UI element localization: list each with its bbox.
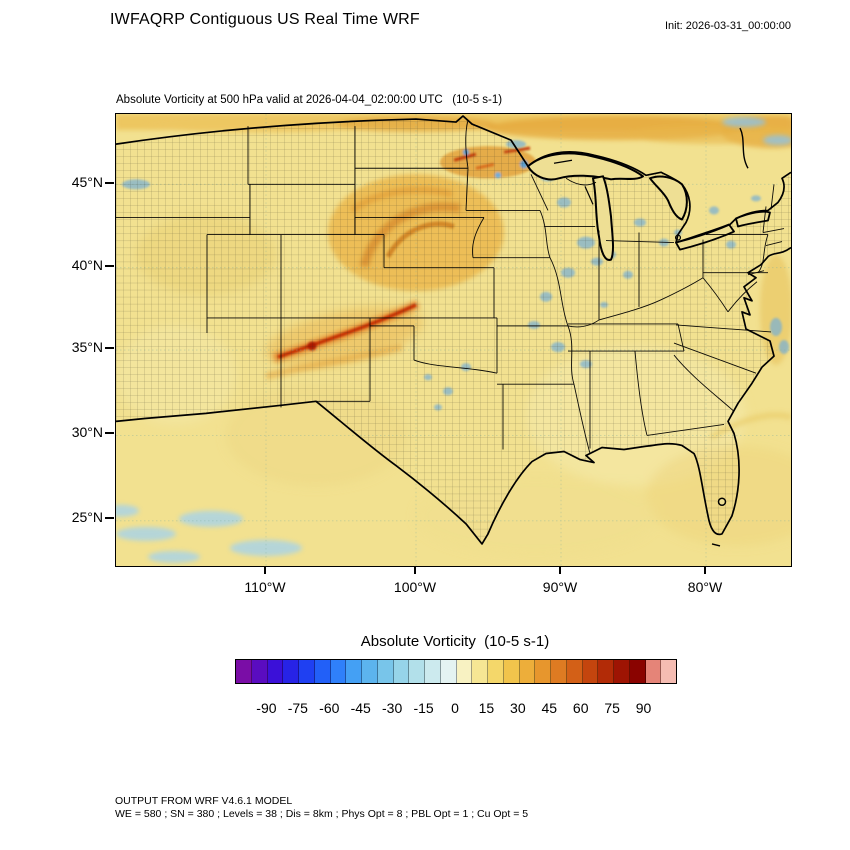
colorbar-tick-label: -45 (350, 700, 371, 716)
vorticity-map-image (116, 114, 791, 566)
colorbar-segment (661, 660, 676, 683)
lon-tick-label: 80°W (687, 579, 723, 595)
init-time-label: Init: 2026-03-31_00:00:00 (665, 20, 791, 32)
lat-tick-label: 25°N (71, 509, 103, 525)
colorbar-tick-label: -75 (287, 700, 308, 716)
colorbar-segment (456, 660, 473, 683)
colorbar-segment (614, 660, 630, 683)
colorbar-segment (566, 660, 583, 683)
colorbar-segment (267, 660, 284, 683)
lake-okeechobee (717, 497, 727, 506)
lat-tick-label: 30°N (71, 424, 103, 440)
lon-tick-label: 100°W (393, 579, 437, 595)
colorbar-tick-label: 60 (572, 700, 589, 716)
colorbar-segment (409, 660, 425, 683)
state-borders (116, 119, 785, 454)
colorbar-tick-label: -60 (319, 700, 340, 716)
canada-river (739, 127, 749, 169)
isle-royale (553, 159, 573, 164)
florida-keys (711, 543, 721, 547)
lake-huron (649, 175, 688, 221)
colorbar-tick-label: 0 (451, 700, 459, 716)
lon-tick-mark (704, 567, 706, 574)
colorbar-segment (236, 660, 252, 683)
lat-tick-mark (105, 432, 114, 434)
lat-tick-mark (105, 182, 114, 184)
model-version-line: OUTPUT FROM WRF V4.6.1 MODEL (115, 795, 293, 807)
colorbar-tick-label: 75 (604, 700, 620, 716)
plot-title: IWFAQRP Contiguous US Real Time WRF (110, 11, 420, 28)
colorbar-segment (582, 660, 599, 683)
ocean-negative-patches (116, 117, 791, 563)
colorbar-tick-label: -90 (256, 700, 277, 716)
colorbar-segment (503, 660, 520, 683)
lake-erie (675, 223, 735, 251)
map-subtitle: Absolute Vorticity at 500 hPa valid at 2… (116, 94, 503, 106)
lon-tick-mark (559, 567, 561, 574)
colorbar-tick-label: -30 (382, 700, 403, 716)
map-frame (115, 113, 792, 567)
lon-tick-label: 110°W (244, 579, 286, 595)
colorbar-segment (362, 660, 378, 683)
lat-tick-mark (105, 347, 114, 349)
colorbar-tick-label: 15 (478, 700, 495, 716)
lat-tick-label: 45°N (71, 174, 103, 190)
colorbar-segment (629, 660, 646, 683)
colorbar-segment (299, 660, 315, 683)
colorbar-segment (535, 660, 551, 683)
great-lakes (527, 152, 771, 547)
longitude-axis-labels: 110°W 100°W 90°W 80°W (115, 579, 790, 599)
model-footer: OUTPUT FROM WRF V4.6.1 MODEL WE = 580 ; … (115, 795, 528, 821)
colorbar-segment (425, 660, 441, 683)
colorbar-tick-label: 45 (541, 700, 558, 716)
colorbar-tick-label: 30 (510, 700, 526, 716)
colorbar-segment (645, 660, 662, 683)
latitude-axis-labels: 45°N 40°N 35°N 30°N 25°N (50, 113, 105, 565)
latitude-tick-marks (105, 113, 115, 565)
colorbar-segment (598, 660, 614, 683)
colorbar-segment (377, 660, 394, 683)
lat-tick-label: 40°N (71, 257, 103, 273)
colorbar-segment (346, 660, 362, 683)
lake-superior (527, 152, 644, 181)
colorbar-tick-labels: -90 -75 -60 -45 -30 -15 0 15 30 45 60 75 90 (235, 700, 675, 718)
colorbar-segment (251, 660, 268, 683)
lat-tick-mark (105, 517, 114, 519)
longitude-tick-marks (115, 567, 790, 575)
colorbar-title: Absolute Vorticity (10-5 s-1) (360, 633, 550, 650)
lon-tick-mark (414, 567, 416, 574)
lake-michigan (592, 175, 615, 261)
colorbar (235, 659, 677, 684)
lon-tick-label: 90°W (542, 579, 578, 595)
lat-tick-mark (105, 265, 114, 267)
colorbar-segment (440, 660, 457, 683)
us-border-coastline (116, 115, 791, 545)
green-bay (584, 186, 594, 205)
colorbar-segment (551, 660, 567, 683)
colorbar-tick-label: 90 (635, 700, 652, 716)
lat-tick-label: 35°N (71, 339, 103, 355)
colorbar-segment (519, 660, 536, 683)
colorbar-segment (472, 660, 488, 683)
colorbar-tick-label: -15 (413, 700, 434, 716)
colorbar-segment (314, 660, 331, 683)
colorbar-segment (488, 660, 504, 683)
lon-tick-mark (264, 567, 266, 574)
colorbar-segment (283, 660, 299, 683)
colorbar-segment (330, 660, 347, 683)
model-config-line: WE = 580 ; SN = 380 ; Levels = 38 ; Dis … (115, 808, 529, 820)
colorbar-segment (393, 660, 410, 683)
